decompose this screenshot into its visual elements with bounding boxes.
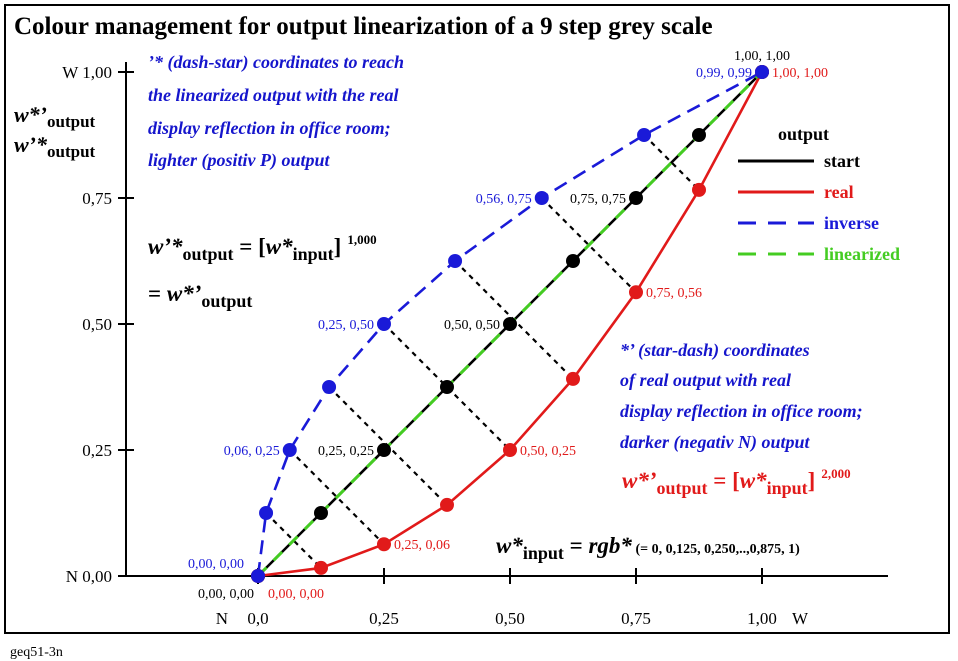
point-label: 0,25, 0,50 bbox=[318, 318, 374, 333]
legend-label-inverse: inverse bbox=[824, 213, 879, 233]
point-label: 1,00, 1,00 bbox=[734, 49, 790, 64]
star-dash-note-line-1: *’ (star-dash) coordinates bbox=[620, 340, 810, 361]
star-dash-note: *’ (star-dash) coordinates of real outpu… bbox=[620, 340, 863, 453]
x-axis-end-label-left: N bbox=[216, 609, 228, 628]
y-tick-label: N 0,00 bbox=[66, 567, 112, 586]
inverse-equation: w’*output = [w*input] 1,000 = w*’output bbox=[148, 232, 377, 311]
inverse-equation-line-2: = w*’output bbox=[148, 281, 252, 311]
y-tick-label: 0,25 bbox=[82, 441, 112, 460]
x-tick-label: 0,75 bbox=[621, 609, 651, 628]
data-point-inverse bbox=[448, 254, 463, 268]
y-tick-label: 0,75 bbox=[82, 189, 112, 208]
chart-title: Colour management for output linearizati… bbox=[14, 13, 713, 40]
x-tick-label: 1,00 bbox=[747, 609, 777, 628]
point-label: 1,00, 1,00 bbox=[772, 66, 828, 81]
point-label: 0,75, 0,56 bbox=[646, 286, 702, 301]
dash-star-note-line-2: the linearized output with the real bbox=[148, 85, 399, 105]
y-axis-label: w*’output w’*output bbox=[14, 102, 96, 161]
inverse-equation-line-1: w’*output = [w*input] 1,000 bbox=[148, 232, 377, 264]
point-label: 0,06, 0,25 bbox=[224, 444, 280, 459]
dash-star-note-line-3: display reflection in office room; bbox=[148, 118, 391, 138]
data-point-real bbox=[440, 497, 454, 512]
figure-frame bbox=[4, 4, 950, 634]
legend-label-start: start bbox=[824, 151, 860, 171]
data-point-inverse bbox=[251, 569, 265, 583]
point-label: 0,56, 0,75 bbox=[476, 192, 532, 207]
point-label: 0,50, 0,25 bbox=[520, 444, 576, 459]
connector-line bbox=[265, 512, 322, 569]
legend-title: output bbox=[778, 124, 829, 144]
star-dash-note-line-3: display reflection in office room; bbox=[620, 401, 863, 421]
data-point-real bbox=[566, 371, 580, 386]
point-label: 0,00, 0,00 bbox=[188, 557, 244, 572]
real-equation: w*’output = [w*input] 2,000 bbox=[622, 466, 851, 498]
point-labels: 1,00, 1,00 0,99, 0,99 1,00, 1,00 0,56, 0,75… bbox=[188, 49, 828, 602]
axes: N 0,00 0,25 0,50 0,75 W 1,00 0,0 0,25 0,50 0,75 1… bbox=[62, 62, 888, 628]
data-point-inverse bbox=[637, 128, 652, 142]
data-points bbox=[251, 65, 769, 583]
data-point-start bbox=[440, 380, 454, 394]
point-label: 0,75, 0,75 bbox=[570, 192, 626, 207]
connector-line bbox=[643, 134, 700, 191]
data-point-start bbox=[503, 317, 517, 331]
y-tick-label: 0,50 bbox=[82, 315, 112, 334]
star-dash-note-line-4: darker (negativ N) output bbox=[620, 432, 811, 453]
legend-label-real: real bbox=[824, 182, 854, 202]
data-point-real bbox=[692, 182, 706, 197]
x-tick-label: 0,25 bbox=[369, 609, 399, 628]
data-point-real bbox=[503, 443, 517, 457]
point-label: 0,50, 0,50 bbox=[444, 318, 500, 333]
y-tick-label: W 1,00 bbox=[62, 63, 112, 82]
legend-label-linearized: linearized bbox=[824, 244, 900, 264]
data-point-inverse bbox=[755, 65, 769, 79]
data-point-inverse bbox=[377, 317, 391, 331]
x-tick-label: 0,50 bbox=[495, 609, 525, 628]
figure-id: geq51-3n bbox=[10, 645, 63, 660]
data-point-start bbox=[314, 506, 328, 520]
dash-star-note-line-4: lighter (positiv P) output bbox=[148, 150, 331, 171]
data-point-inverse bbox=[259, 506, 274, 520]
star-dash-note-line-2: of real output with real bbox=[620, 370, 791, 390]
x-tick-label: 0,0 bbox=[247, 609, 268, 628]
point-label: 0,25, 0,25 bbox=[318, 444, 374, 459]
point-label: 0,99, 0,99 bbox=[696, 66, 752, 81]
x-axis-end-label-right: W bbox=[792, 609, 809, 628]
dash-star-note: ’* (dash-star) coordinates to reach the … bbox=[148, 52, 404, 171]
connector-line bbox=[540, 197, 637, 294]
legend: output start real inverse linearized bbox=[738, 124, 900, 264]
y-axis-label-line-2: w’*output bbox=[14, 132, 96, 161]
data-point-inverse bbox=[322, 380, 337, 394]
connector-line bbox=[288, 449, 385, 546]
dash-star-note-line-1: ’* (dash-star) coordinates to reach bbox=[148, 52, 404, 73]
input-equation: w*input = rgb* (= 0, 0,125, 0,250,..,0,8… bbox=[496, 533, 800, 563]
data-point-real bbox=[377, 537, 391, 552]
data-point-real bbox=[314, 560, 328, 575]
point-label: 0,25, 0,06 bbox=[394, 538, 450, 553]
data-point-real bbox=[629, 285, 643, 300]
data-point-inverse bbox=[534, 191, 549, 205]
data-point-start bbox=[692, 128, 706, 142]
y-axis-label-line-1: w*’output bbox=[14, 102, 96, 131]
data-point-start bbox=[566, 254, 580, 268]
data-point-start bbox=[629, 191, 643, 205]
data-point-inverse bbox=[282, 443, 297, 457]
data-point-start bbox=[377, 443, 391, 457]
point-label: 0,00, 0,00 bbox=[198, 587, 254, 602]
point-label: 0,00, 0,00 bbox=[268, 587, 324, 602]
